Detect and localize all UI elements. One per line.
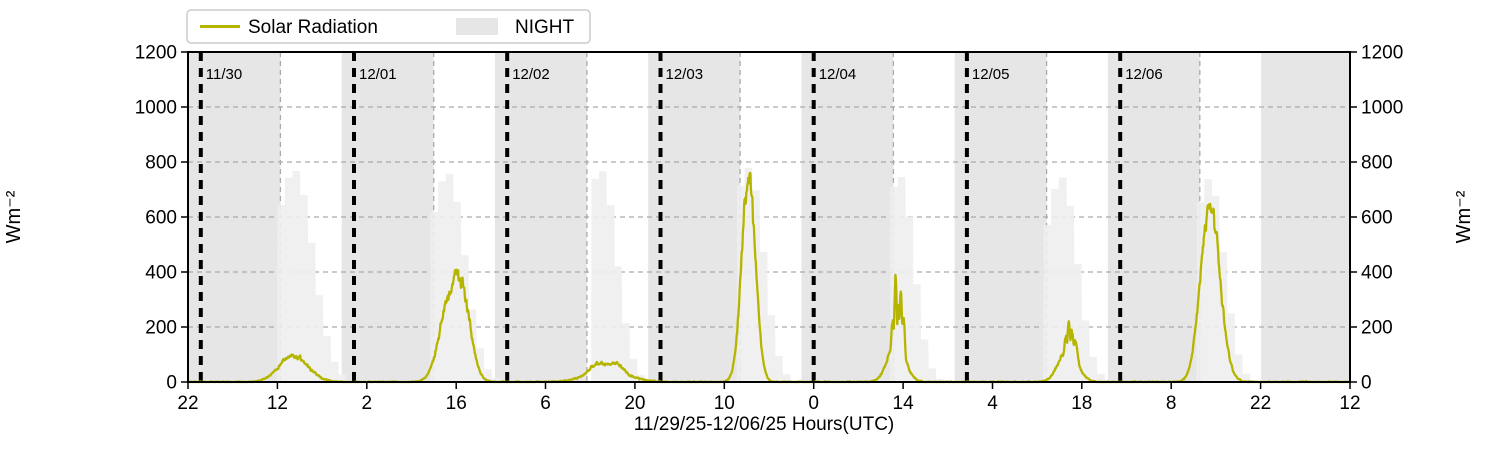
svg-text:12/06: 12/06 — [1125, 66, 1163, 83]
svg-text:12/04: 12/04 — [819, 66, 857, 83]
svg-text:22: 22 — [177, 393, 198, 414]
svg-text:200: 200 — [1361, 318, 1393, 339]
svg-text:22: 22 — [1250, 393, 1271, 414]
svg-text:NIGHT: NIGHT — [515, 17, 575, 38]
svg-text:2: 2 — [362, 393, 373, 414]
svg-text:0: 0 — [808, 393, 819, 414]
svg-text:Solar Radiation: Solar Radiation — [248, 17, 378, 38]
svg-text:12: 12 — [267, 393, 288, 414]
svg-text:18: 18 — [1071, 393, 1092, 414]
svg-text:800: 800 — [145, 153, 177, 174]
svg-text:12/02: 12/02 — [512, 66, 550, 83]
svg-text:400: 400 — [145, 263, 177, 284]
svg-text:4: 4 — [987, 393, 998, 414]
svg-text:600: 600 — [145, 208, 177, 229]
svg-text:16: 16 — [446, 393, 467, 414]
svg-text:800: 800 — [1361, 153, 1393, 174]
svg-text:12: 12 — [1339, 393, 1360, 414]
svg-text:10: 10 — [714, 393, 735, 414]
svg-text:11/29/25-12/06/25 Hours(UTC): 11/29/25-12/06/25 Hours(UTC) — [634, 414, 895, 435]
svg-text:Wm⁻²: Wm⁻² — [3, 190, 25, 243]
svg-text:400: 400 — [1361, 263, 1393, 284]
svg-text:8: 8 — [1166, 393, 1177, 414]
svg-text:14: 14 — [893, 393, 915, 414]
svg-text:0: 0 — [1361, 373, 1372, 394]
svg-text:20: 20 — [624, 393, 645, 414]
svg-text:6: 6 — [540, 393, 551, 414]
svg-text:200: 200 — [145, 318, 177, 339]
svg-text:600: 600 — [1361, 208, 1393, 229]
svg-text:0: 0 — [166, 373, 177, 394]
svg-text:1000: 1000 — [135, 98, 177, 119]
svg-text:1200: 1200 — [135, 43, 177, 64]
svg-text:12/01: 12/01 — [359, 66, 397, 83]
svg-text:12/03: 12/03 — [666, 66, 704, 83]
svg-text:12/05: 12/05 — [972, 66, 1010, 83]
svg-text:1000: 1000 — [1361, 98, 1403, 119]
svg-text:11/30: 11/30 — [206, 66, 242, 83]
svg-text:Wm⁻²: Wm⁻² — [1453, 190, 1475, 243]
svg-text:1200: 1200 — [1361, 43, 1403, 64]
